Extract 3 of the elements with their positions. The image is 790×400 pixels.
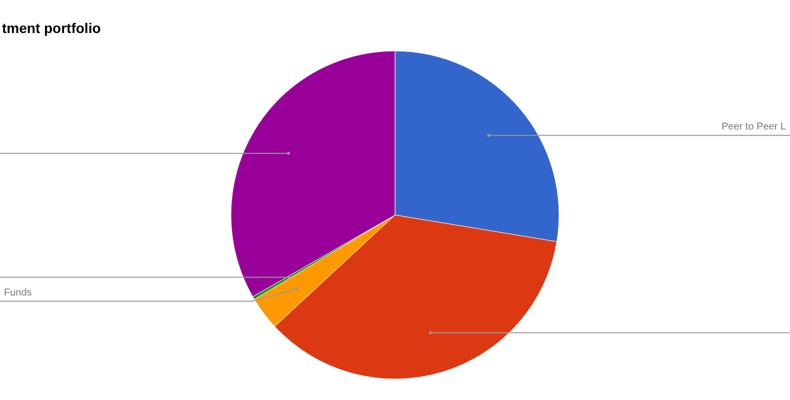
slice-label: Peer to Peer L: [722, 121, 786, 132]
chart-title: tment portfolio: [2, 20, 101, 36]
slice-label: Funds: [4, 287, 32, 298]
